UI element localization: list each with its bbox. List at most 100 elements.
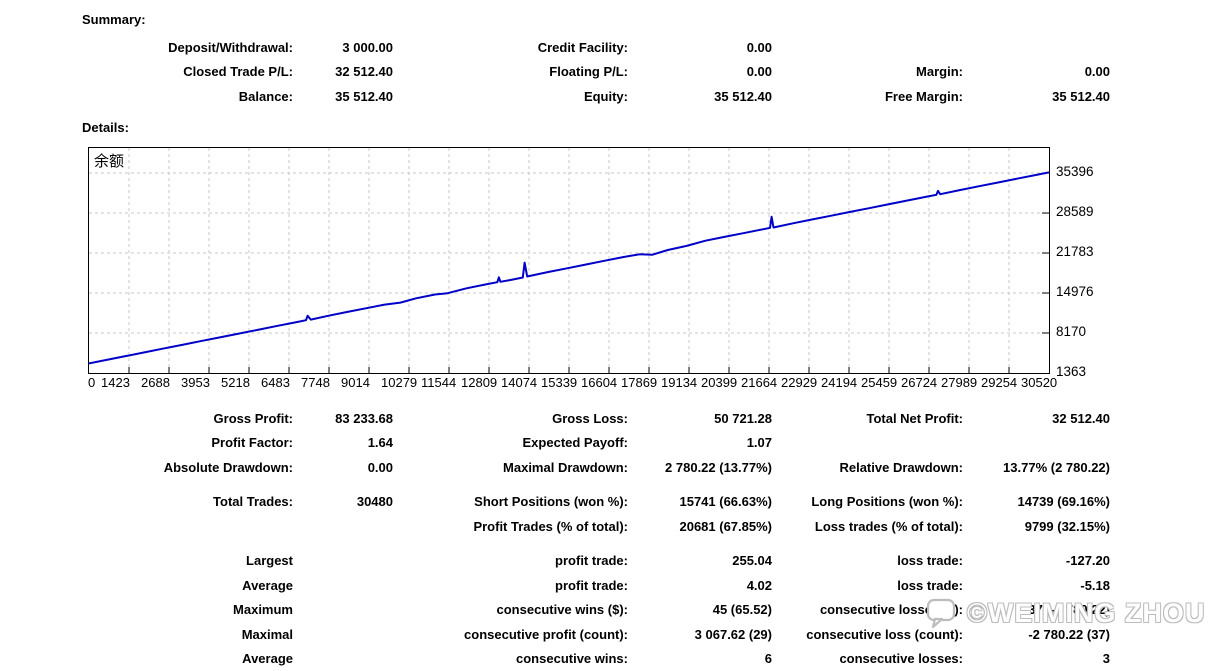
- balance-chart: 余额: [88, 147, 1050, 374]
- stat-label: Total Net Profit:: [772, 411, 963, 426]
- stat-value: 255.04: [628, 553, 772, 568]
- row-spacer: [82, 539, 1112, 549]
- x-tick-label: 12809: [461, 375, 497, 390]
- x-tick-label: 5218: [221, 375, 250, 390]
- stat-label: Profit Trades (% of total):: [393, 519, 628, 534]
- x-tick-label: 17869: [621, 375, 657, 390]
- stat-label: Short Positions (won %):: [393, 494, 628, 509]
- stat-value: 35 512.40: [628, 89, 772, 104]
- x-tick-label: 3953: [181, 375, 210, 390]
- stat-value: 30480: [293, 494, 393, 509]
- stat-label: Loss trades (% of total):: [772, 519, 963, 534]
- stat-label: Deposit/Withdrawal:: [82, 40, 293, 55]
- stat-value: 14739 (69.16%): [963, 494, 1110, 509]
- x-tick-label: 11544: [421, 375, 456, 390]
- stat-label: loss trade:: [772, 578, 963, 593]
- stat-value: 1.07: [628, 435, 772, 450]
- stat-value: 13.77% (2 780.22): [963, 460, 1110, 475]
- x-tick-label: 30520: [1021, 375, 1057, 390]
- stat-value: 45 (65.52): [628, 602, 772, 617]
- stat-value: 0.00: [628, 40, 772, 55]
- stat-value: 83 233.68: [293, 411, 393, 426]
- stat-label: Free Margin:: [772, 89, 963, 104]
- stat-label: Closed Trade P/L:: [82, 64, 293, 79]
- stat-value: 35 512.40: [963, 89, 1110, 104]
- y-tick-label: 21783: [1056, 244, 1094, 259]
- x-tick-label: 19134: [661, 375, 697, 390]
- details-section-title: Details:: [82, 120, 129, 135]
- x-tick-label: 26724: [901, 375, 937, 390]
- stat-label: Maximum: [82, 602, 293, 617]
- stat-label: Gross Loss:: [393, 411, 628, 426]
- stat-value: 4.02: [628, 578, 772, 593]
- stat-value: 9799 (32.15%): [963, 519, 1110, 534]
- y-tick-label: 14976: [1056, 284, 1094, 299]
- stat-label: Absolute Drawdown:: [82, 460, 293, 475]
- stat-label: Average: [82, 651, 293, 666]
- stat-label: Largest: [82, 553, 293, 568]
- stat-label: consecutive wins ($):: [393, 602, 628, 617]
- stat-label: Relative Drawdown:: [772, 460, 963, 475]
- table-row: Maximal consecutive profit (count):3 067.…: [82, 622, 1112, 647]
- stat-label: Balance:: [82, 89, 293, 104]
- stat-value: 0.00: [293, 460, 393, 475]
- stat-value: 3 067.62 (29): [628, 627, 772, 642]
- x-tick-label: 21664: [741, 375, 777, 390]
- stat-label: Expected Payoff:: [393, 435, 628, 450]
- stat-value: -127.20: [963, 553, 1110, 568]
- stat-label: loss trade:: [772, 553, 963, 568]
- x-tick-label: 2688: [141, 375, 170, 390]
- stat-label: consecutive loss (count):: [772, 627, 963, 642]
- row-spacer: [82, 480, 1112, 490]
- stat-value: -5.18: [963, 578, 1110, 593]
- stat-value: 15741 (66.63%): [628, 494, 772, 509]
- x-tick-label: 29254: [981, 375, 1017, 390]
- x-tick-label: 7748: [301, 375, 330, 390]
- stat-label: Average: [82, 578, 293, 593]
- x-tick-label: 15339: [541, 375, 577, 390]
- stat-value: 20681 (67.85%): [628, 519, 772, 534]
- stat-value: 50 721.28: [628, 411, 772, 426]
- stat-value: 0.00: [963, 64, 1110, 79]
- y-tick-label: 28589: [1056, 204, 1094, 219]
- stat-label: Gross Profit:: [82, 411, 293, 426]
- stat-label: profit trade:: [393, 578, 628, 593]
- balance-chart-svg: [89, 148, 1049, 373]
- x-tick-label: 24194: [821, 375, 857, 390]
- x-tick-label: 27989: [941, 375, 977, 390]
- stat-value: 2 780.22 (13.77%): [628, 460, 772, 475]
- stat-value: 3 000.00: [293, 40, 393, 55]
- chart-series-label: 余额: [94, 150, 124, 171]
- stat-value: 6: [628, 651, 772, 666]
- stat-label: Profit Factor:: [82, 435, 293, 450]
- x-tick-label: 20399: [701, 375, 737, 390]
- stat-label: Equity:: [393, 89, 628, 104]
- y-tick-label: 35396: [1056, 164, 1094, 179]
- x-tick-label: 14074: [501, 375, 537, 390]
- table-row: Profit Trades (% of total):20681 (67.85%…: [82, 514, 1112, 539]
- stat-label: Floating P/L:: [393, 64, 628, 79]
- x-tick-label: 25459: [861, 375, 897, 390]
- stat-label: Maximal: [82, 627, 293, 642]
- stat-value: -2 780.22 (37): [963, 627, 1110, 642]
- stat-label: consecutive profit (count):: [393, 627, 628, 642]
- x-tick-label: 6483: [261, 375, 290, 390]
- summary-section-title: Summary:: [82, 12, 146, 27]
- y-tick-label: 8170: [1056, 324, 1086, 339]
- stat-label: Credit Facility:: [393, 40, 628, 55]
- x-tick-label: 16604: [581, 375, 617, 390]
